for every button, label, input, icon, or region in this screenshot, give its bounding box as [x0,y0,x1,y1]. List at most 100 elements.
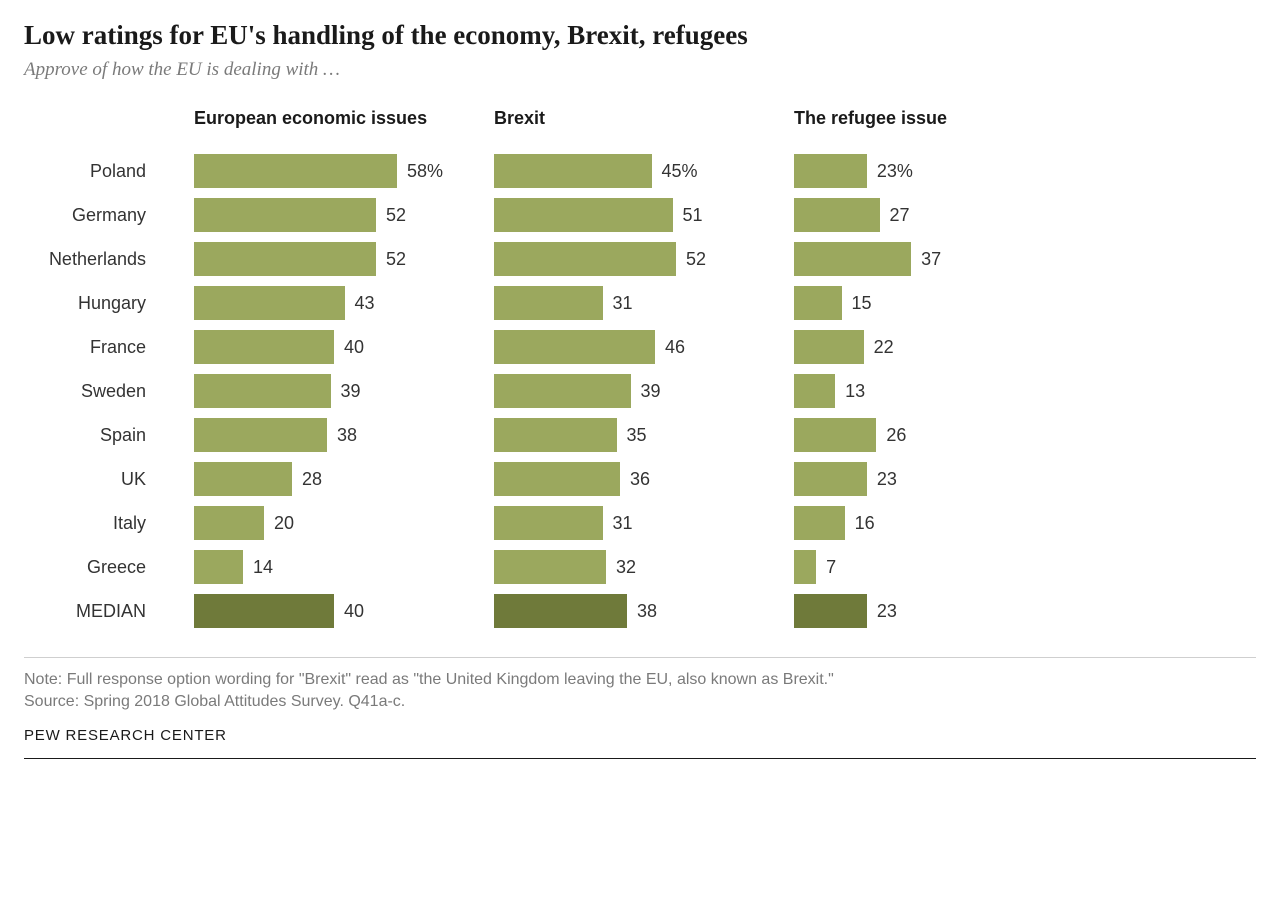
bar-value: 40 [344,337,364,358]
country-label: France [24,337,154,358]
bar [194,462,292,496]
divider-bottom [24,758,1256,759]
bar [494,550,606,584]
bar [194,330,334,364]
bar-row: 35 [494,413,754,457]
bar [794,462,867,496]
country-label: Spain [24,425,154,446]
bar [494,462,620,496]
country-label: Italy [24,513,154,534]
source-line: Source: Spring 2018 Global Attitudes Sur… [24,693,1256,711]
country-labels-column: . PolandGermanyNetherlandsHungaryFranceS… [24,109,154,633]
bar-value: 43 [355,293,375,314]
bar-value: 15 [852,293,872,314]
bar-row: 23 [794,457,1034,501]
bar-value: 22 [874,337,894,358]
bar-row: 7 [794,545,1034,589]
bar-value: 36 [630,469,650,490]
country-label-row: Poland [24,149,154,193]
bar-row: 36 [494,457,754,501]
country-label-row: Greece [24,545,154,589]
bar [494,286,603,320]
bar-value: 38 [337,425,357,446]
bar [194,286,345,320]
country-label: Sweden [24,381,154,402]
bar [494,594,627,628]
bar-row: 52 [194,237,454,281]
bar [194,550,243,584]
chart-panel: Brexit45%51523146393536313238 [494,109,754,633]
bar [194,418,327,452]
bar-row: 27 [794,193,1034,237]
bar-row: 45% [494,149,754,193]
bar-value: 35 [627,425,647,446]
bar-value: 38 [637,601,657,622]
panel-header: The refugee issue [794,109,1034,141]
bar-value: 20 [274,513,294,534]
bar [494,374,631,408]
bar [494,330,655,364]
bar [794,374,835,408]
bar-row: 51 [494,193,754,237]
bar [794,550,816,584]
bar-value: 37 [921,249,941,270]
org-label: PEW RESEARCH CENTER [24,727,1256,744]
bar [794,418,876,452]
bar [494,418,617,452]
country-label: Germany [24,205,154,226]
bar-value: 32 [616,557,636,578]
bar [494,506,603,540]
bar-row: 38 [494,589,754,633]
bar-row: 40 [194,325,454,369]
bar-row: 28 [194,457,454,501]
country-label: Netherlands [24,249,154,270]
bar-row: 40 [194,589,454,633]
bar-row: 20 [194,501,454,545]
bar-value: 31 [613,513,633,534]
bar [494,242,676,276]
country-label-row: Hungary [24,281,154,325]
country-label: Hungary [24,293,154,314]
bar-row: 52 [194,193,454,237]
bar-value: 58% [407,161,443,182]
country-label-row: UK [24,457,154,501]
bar-value: 40 [344,601,364,622]
country-label-row: France [24,325,154,369]
bar-row: 16 [794,501,1034,545]
bar-row: 23 [794,589,1034,633]
country-label-row: Netherlands [24,237,154,281]
bar-value: 14 [253,557,273,578]
bar-value: 16 [855,513,875,534]
bar-value: 52 [386,205,406,226]
bar [194,374,331,408]
bar [494,154,652,188]
bar-row: 31 [494,281,754,325]
chart-panel: European economic issues58%5252434039382… [194,109,454,633]
bar-value: 52 [686,249,706,270]
bar-value: 39 [341,381,361,402]
country-label-row: Germany [24,193,154,237]
bar-row: 38 [194,413,454,457]
country-label: Greece [24,557,154,578]
bar-value: 23 [877,601,897,622]
chart-title: Low ratings for EU's handling of the eco… [24,20,1256,51]
bar-row: 22 [794,325,1034,369]
country-label-row: MEDIAN [24,589,154,633]
country-label-row: Sweden [24,369,154,413]
bar-row: 39 [194,369,454,413]
chart-subtitle: Approve of how the EU is dealing with … [24,59,1256,81]
bar-row: 46 [494,325,754,369]
bar-row: 13 [794,369,1034,413]
country-label: Poland [24,161,154,182]
bar-row: 26 [794,413,1034,457]
bar-value: 27 [890,205,910,226]
bar-value: 23% [877,161,913,182]
bar-value: 45% [662,161,698,182]
bar-row: 58% [194,149,454,193]
bar-row: 39 [494,369,754,413]
bar [794,242,911,276]
bar-value: 52 [386,249,406,270]
bar [194,154,397,188]
bar [494,198,673,232]
bar-row: 32 [494,545,754,589]
